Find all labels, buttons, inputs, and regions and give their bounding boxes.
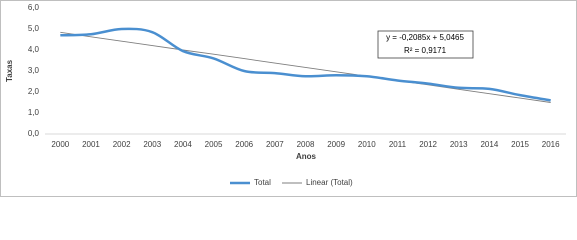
x-tick-label: 2008	[297, 140, 315, 149]
x-axis-label: Anos	[296, 152, 317, 161]
x-tick-label: 2016	[542, 140, 560, 149]
y-tick-label: 0,0	[28, 129, 40, 138]
page: Taxas Anos y = -0,2085x + 5,0465 R² = 0,…	[0, 0, 577, 197]
x-tick-label: 2012	[419, 140, 437, 149]
x-tick-label: 2010	[358, 140, 376, 149]
legend-label: Linear (Total)	[306, 178, 353, 187]
trend-line	[60, 31, 551, 103]
y-axis-label: Taxas	[5, 59, 14, 82]
series-line	[60, 27, 551, 102]
y-tick-label: 2,0	[28, 87, 40, 96]
y-tick-label: 6,0	[28, 3, 40, 12]
y-tick-label: 1,0	[28, 108, 40, 117]
annotation: y = -0,2085x + 5,0465	[386, 33, 464, 42]
x-tick-label: 2003	[143, 140, 161, 149]
x-tick-label: 2011	[389, 140, 407, 149]
chart: Taxas Anos y = -0,2085x + 5,0465 R² = 0,…	[0, 0, 577, 197]
annotation-box	[377, 30, 474, 59]
x-tick-label: 2014	[480, 140, 498, 149]
y-tick-label: 3,0	[28, 66, 40, 75]
y-tick-label: 4,0	[28, 45, 40, 54]
legend-label: Total	[254, 178, 271, 187]
x-tick-label: 2009	[327, 140, 345, 149]
x-tick-label: 2002	[113, 140, 131, 149]
x-tick-label: 2005	[205, 140, 223, 149]
x-tick-label: 2006	[235, 140, 253, 149]
x-tick-label: 2001	[82, 140, 100, 149]
x-tick-label: 2004	[174, 140, 192, 149]
x-tick-label: 2013	[450, 140, 468, 149]
x-tick-label: 2000	[51, 140, 69, 149]
x-tick-label: 2007	[266, 140, 284, 149]
y-tick-label: 5,0	[28, 24, 40, 33]
chart-border	[0, 0, 577, 197]
annotation: R² = 0,9171	[404, 46, 447, 55]
x-tick-label: 2015	[511, 140, 529, 149]
